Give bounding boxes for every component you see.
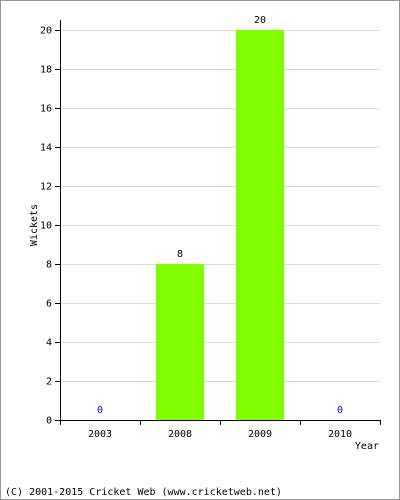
data-label: 0 [337,405,343,416]
bar [236,30,284,420]
y-tick-label: 0 [46,416,52,427]
x-tick-label: 2009 [248,429,272,440]
x-tick-label: 2008 [168,429,192,440]
y-tick-label: 6 [46,299,52,310]
y-tick-label: 2 [46,377,52,388]
data-label: 0 [97,405,103,416]
y-tick-label: 10 [40,221,52,232]
y-tick-label: 16 [40,104,52,115]
y-tick-label: 4 [46,338,52,349]
bar [156,264,204,420]
data-label: 8 [177,249,183,260]
y-tick-label: 12 [40,182,52,193]
y-tick-label: 14 [40,143,52,154]
data-label: 20 [254,15,266,26]
y-tick-label: 8 [46,260,52,271]
y-axis-label: Wickets [29,204,40,246]
x-axis-label: Year [355,441,379,452]
x-tick-label: 2003 [88,429,112,440]
x-tick-label: 2010 [328,429,352,440]
y-tick-label: 18 [40,65,52,76]
footer: (C) 2001-2015 Cricket Web (www.cricketwe… [5,487,282,498]
y-tick-label: 20 [40,26,52,37]
